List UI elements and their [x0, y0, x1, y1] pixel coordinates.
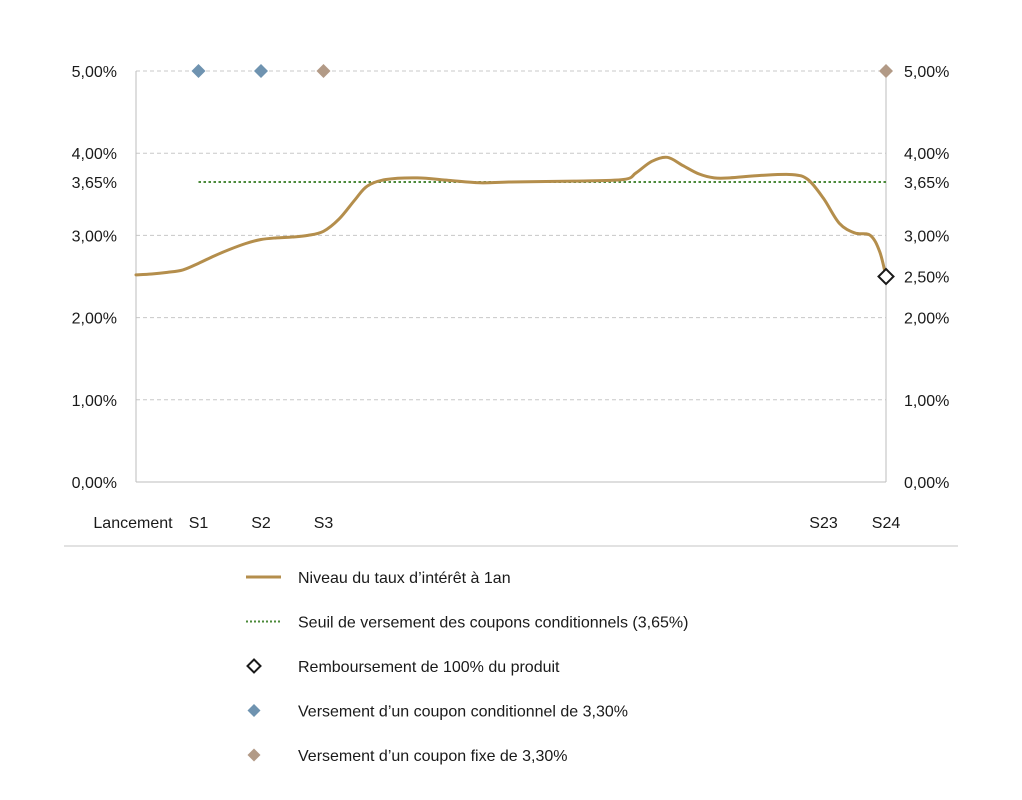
y-tick-label-left: 2,00% — [72, 311, 117, 328]
legend-swatch-diamond — [247, 704, 261, 717]
redemption-marker — [877, 267, 895, 286]
x-tick-label: S2 — [251, 515, 271, 532]
markers — [191, 64, 895, 286]
y-tick-label-right: 4,00% — [904, 146, 949, 163]
coupon-marker — [191, 64, 206, 78]
y-tick-label-right: 5,00% — [904, 64, 949, 81]
legend-item: Niveau du taux d’intérêt à 1an — [246, 570, 511, 587]
legend-swatch-diamond — [247, 748, 261, 762]
series — [134, 155, 888, 278]
legend-item: Remboursement de 100% du produit — [246, 658, 560, 676]
y-tick-label-left: 5,00% — [72, 64, 117, 81]
y-tick-label-right: 3,00% — [904, 228, 949, 245]
y-tick-label-right: 2,00% — [904, 311, 949, 328]
legend-label: Versement d’un coupon fixe de 3,30% — [298, 748, 568, 765]
coupon-marker — [879, 64, 893, 78]
y-tick-label-right: 1,00% — [904, 393, 949, 410]
y-tick-label-right: 3,65% — [904, 175, 949, 192]
x-tick-label: S24 — [872, 515, 901, 532]
y-tick-label-right: 0,00% — [904, 475, 949, 492]
x-tick-label: S3 — [314, 515, 334, 532]
legend-label: Seuil de versement des coupons condition… — [298, 615, 688, 632]
y-tick-label-left: 4,00% — [72, 146, 117, 163]
y-tick-label-left: 0,00% — [72, 475, 117, 492]
legend-swatch-diamond-open — [246, 658, 262, 674]
grid-lines — [136, 70, 886, 401]
x-tick-label: S1 — [189, 515, 209, 532]
legend-label: Remboursement de 100% du produit — [298, 659, 560, 676]
y-tick-label-left: 1,00% — [72, 393, 117, 410]
legend-item: Versement d’un coupon fixe de 3,30% — [247, 748, 568, 765]
legend-item: Versement d’un coupon conditionnel de 3,… — [247, 704, 628, 721]
y-tick-label-right: 2,50% — [904, 270, 949, 287]
y-tick-label-left: 3,65% — [72, 175, 117, 192]
tick-labels: 0,00% 1,00% 2,00% 3,00% 3,65% 4,00% 5,00% 0,00%… — [72, 64, 950, 532]
x-tick-label: S23 — [809, 515, 838, 532]
interest-rate-line — [134, 155, 888, 278]
axes — [64, 71, 958, 547]
legend: Niveau du taux d’intérêt à 1an Seuil de v… — [246, 570, 688, 765]
legend-item: Seuil de versement des coupons condition… — [246, 615, 688, 632]
legend-label: Niveau du taux d’intérêt à 1an — [298, 570, 511, 587]
y-tick-label-left: 3,00% — [72, 228, 117, 245]
coupon-marker — [254, 64, 268, 78]
x-tick-label: Lancement — [93, 515, 173, 532]
legend-label: Versement d’un coupon conditionnel de 3,… — [298, 704, 628, 721]
coupon-marker — [316, 64, 331, 78]
